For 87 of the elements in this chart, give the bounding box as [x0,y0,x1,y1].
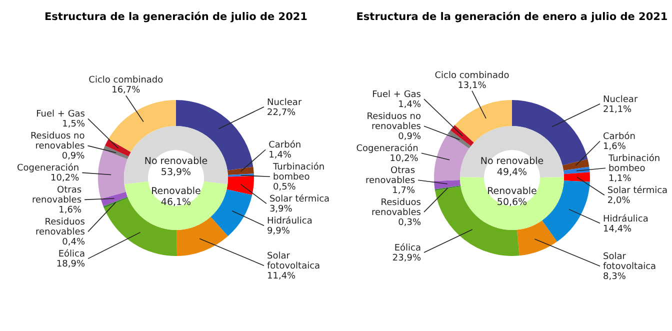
data-label: 1,7% [392,186,416,196]
data-label: 8,3% [603,272,626,282]
slice-label: Solar térmica [269,194,330,205]
data-label: 14,4% [603,224,632,234]
donut-slice [103,146,129,160]
slice-label: Turbinación bombeo [607,153,660,174]
data-label: 22,7% [267,108,296,118]
slice-label: Ciclo combinado [434,70,510,81]
data-label: 16,7% [112,86,141,96]
data-label: 3,9% [269,204,293,215]
data-label: 1,4% [398,100,422,110]
data-label: 9,9% [267,226,290,237]
data-label: 1,6% [58,206,82,216]
data-label: 10,2% [390,154,419,164]
data-label: 0,4% [62,238,86,248]
data-label: 1,1% [608,174,632,184]
slice-label: Residuos no renovables [366,112,422,132]
slice-label: Solar fotovoltaica [603,252,656,272]
slice-label: Solar fotovoltaica [267,252,320,272]
slice-label: No renovable [144,156,208,167]
data-label: 53,9% [160,167,192,178]
donut-slice [100,192,128,206]
donut-slice [448,130,471,148]
data-label: 23,9% [392,253,422,264]
slice-label: Carbón [603,131,636,142]
donut-slice [434,134,470,181]
data-label: 0,5% [272,182,296,193]
slice-label: Hidráulica [603,213,648,224]
data-label: 13,1% [458,80,487,91]
donut-slice [124,181,228,230]
slice-label: Eólica [394,242,421,254]
donut-slice [434,185,461,191]
slice-label: Hidráulica [267,216,312,227]
donut-slice [124,126,228,184]
slice-label: Otras renovables [365,166,416,186]
data-label: 1,4% [268,150,292,161]
donut-slice [563,166,590,174]
data-label: 10,2% [50,174,80,184]
data-label: 50,6% [496,197,528,208]
donut-slice [542,180,590,242]
slice-label: Solar térmica [607,185,668,196]
donut-slice [108,100,176,152]
data-label: 46,1% [160,197,192,208]
slice-label: Eólica [58,248,85,260]
slice-label: Carbón [268,140,302,151]
slice-label: Fuel + Gas [36,110,86,120]
data-label: 1,5% [62,120,86,130]
data-label: 1,6% [603,142,626,152]
donut-slice [227,166,254,176]
chart-title: Estructura de la generación de julio de 2021 [44,11,308,23]
donut-slice [103,196,128,208]
slice-label: Renovable [487,186,538,197]
data-label: 18,9% [56,260,86,270]
slice-label: Cogeneración [16,162,80,174]
data-label: 2,0% [607,196,631,206]
donut-slice [460,126,564,178]
slice-label: Otras renovables [32,186,82,206]
slice-label: Residuos renovables [371,198,422,218]
donut-slice [176,216,228,256]
slice-label: Fuel + Gas [372,90,422,100]
slice-label: Renovable [151,186,202,197]
data-label: 0,3% [398,218,422,228]
donut-slice [564,172,590,182]
donut-slice [454,100,512,143]
donut-slice [460,177,564,230]
donut-slice [562,159,590,171]
slice-label: Residuos renovables [35,218,86,238]
slice-label: No renovable [480,156,544,167]
donut-slice [98,150,128,199]
slice-label: Nuclear [603,94,638,105]
data-label: 11,4% [267,272,296,282]
slice-label: Nuclear [267,98,302,108]
slice-label: Cogeneración [356,143,418,154]
data-label: 0,9% [398,132,422,142]
donut-slice [210,189,252,236]
donut-slice [516,220,558,256]
chart-title: Estructura de la generación de enero a julio de 2021 [356,11,668,23]
donut-slice [105,139,131,156]
data-label: 49,4% [496,167,528,178]
slice-label: Turbinación bombeo [272,162,325,183]
donut-slice [226,176,254,196]
donut-slice [450,124,474,146]
data-label: 21,1% [603,104,632,115]
slice-label: Ciclo combinado [88,76,164,86]
donut-slice [434,180,461,190]
slice-label: Residuos no renovables [30,132,86,152]
data-label: 0,9% [62,152,86,162]
